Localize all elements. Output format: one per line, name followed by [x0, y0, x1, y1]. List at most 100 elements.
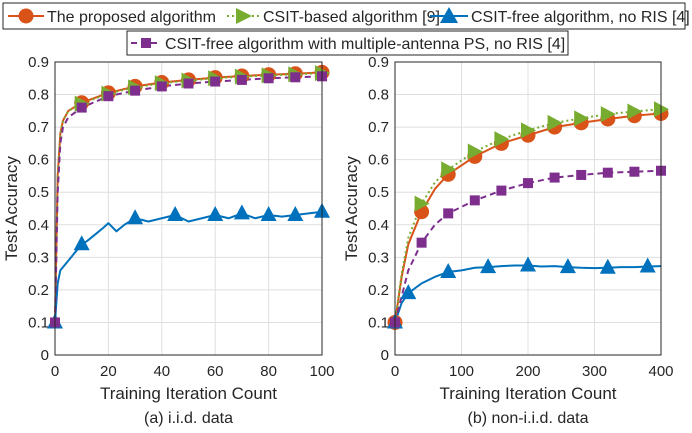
ytick-label-b: 0.9: [368, 54, 389, 71]
ytick-label-b: 0.1: [368, 314, 389, 331]
data-point-csit-based-b: [441, 161, 457, 178]
ytick-label-a: 0.6: [28, 152, 49, 169]
data-point-csit-free-b: [520, 256, 536, 272]
data-point-multi-antenna-b: [469, 195, 480, 206]
panel-caption-a: (a) i.i.d. data: [144, 410, 233, 427]
data-point-csit-based-b: [494, 131, 510, 148]
legend-bottom: CSIT-free algorithm with multiple-antenn…: [126, 30, 569, 56]
ytick-label-b: 0.8: [368, 87, 389, 104]
xtick-label-a: 0: [51, 363, 59, 380]
legend-marker-triangle-right: [236, 8, 252, 24]
xtick-label-b: 200: [515, 363, 540, 380]
ytick-label-a: 0.2: [28, 282, 49, 299]
ytick-label-b: 0.6: [368, 152, 389, 169]
data-point-multi-antenna-a: [76, 102, 87, 113]
data-point-csit-based-b: [574, 110, 590, 127]
ytick-label-b: 0.7: [368, 119, 389, 136]
legend-entry-csit-based: CSIT-based algorithm [9]: [227, 8, 440, 26]
data-point-multi-antenna-a: [183, 78, 194, 89]
chart-panel-b: 0 0.1 0.2 0.3 0.4 0.5 0.6 0.7 0.8 0.9 0 100 200 300 40…: [342, 54, 674, 427]
series-line-csit-free-a: [54, 210, 323, 323]
xtick-label-a: 80: [260, 363, 277, 380]
data-point-csit-free-b: [480, 258, 497, 274]
data-point-multi-antenna-a: [236, 74, 247, 85]
ytick-label-a: 0.1: [28, 314, 49, 331]
xtick-label-b: 400: [648, 363, 673, 380]
ytick-label-a: 0.4: [28, 217, 49, 234]
data-point-csit-based-b: [600, 106, 616, 123]
data-point-csit-free-b: [639, 257, 656, 273]
legend-marker-circle: [18, 8, 34, 24]
data-point-multi-antenna-b: [576, 169, 587, 180]
ytick-label-b: 0.3: [368, 249, 389, 266]
ytick-label-b: 0.4: [368, 217, 389, 234]
data-point-multi-antenna-a: [130, 85, 141, 96]
panel-caption-b: (b) non-i.i.d. data: [468, 410, 589, 427]
xtick-label-a: 40: [153, 363, 170, 380]
legend-label-proposed: The proposed algorithm: [47, 9, 216, 26]
data-point-multi-antenna-b: [549, 172, 560, 183]
data-point-csit-free-a: [233, 204, 250, 220]
xtick-label-b: 100: [449, 363, 474, 380]
legend-marker-triangle-up: [440, 7, 458, 23]
series-line-multi-antenna-a: [54, 75, 323, 323]
xtick-label-b: 0: [391, 363, 399, 380]
ytick-label-a: 0: [41, 347, 49, 364]
data-point-multi-antenna-b: [629, 166, 640, 177]
data-point-multi-antenna-b: [602, 167, 613, 178]
data-point-multi-antenna-a: [210, 76, 221, 87]
xtick-label-b: 300: [582, 363, 607, 380]
chart-panel-a: 0 0.1 0.2 0.3 0.4 0.5 0.6 0.7 0.8 0.9 0 20 40 60 80 100…: [2, 54, 335, 427]
data-point-multi-antenna-a: [290, 72, 301, 83]
data-point-csit-free-a: [207, 206, 224, 222]
data-point-csit-free-b: [559, 258, 576, 274]
plot-area-a: [55, 62, 322, 355]
ytick-label-b: 0: [381, 347, 389, 364]
legend-entry-multi-antenna: CSIT-free algorithm with multiple-antenn…: [131, 36, 565, 53]
data-point-multi-antenna-a: [263, 73, 274, 84]
legend-label-multi-antenna: CSIT-free algorithm with multiple-antenn…: [165, 36, 565, 53]
axes-frame-a: [54, 61, 323, 356]
legend-label-csit-free: CSIT-free algorithm, no RIS [4]: [471, 9, 690, 26]
data-point-csit-free-b: [440, 262, 457, 278]
data-point-multi-antenna-a: [156, 81, 167, 92]
data-point-csit-free-a: [260, 206, 277, 222]
data-point-csit-based-b: [414, 195, 430, 212]
legend-entry-csit-free: CSIT-free algorithm, no RIS [4]: [430, 7, 690, 26]
xtick-label-a: 100: [309, 363, 334, 380]
legend-top-box: [2, 2, 686, 30]
data-point-multi-antenna-b: [496, 185, 507, 196]
x-axis-label-a: Training Iteration Count: [100, 384, 277, 403]
x-axis-label-b: Training Iteration Count: [439, 384, 616, 403]
data-point-multi-antenna-a: [103, 91, 114, 102]
legend-entry-proposed: The proposed algorithm: [8, 8, 216, 26]
ytick-label-a: 0.3: [28, 249, 49, 266]
legend-bottom-box: [126, 30, 569, 56]
legend-marker-square: [141, 38, 151, 48]
data-point-multi-antenna-b: [523, 178, 533, 189]
data-point-csit-free-b: [400, 284, 417, 300]
data-point-csit-based-b: [521, 122, 536, 139]
data-point-csit-free-b: [599, 258, 616, 274]
data-point-multi-antenna-b: [443, 208, 454, 219]
xtick-label-a: 60: [207, 363, 224, 380]
axes-frame-b: [394, 61, 662, 356]
data-point-csit-based-b: [627, 103, 643, 120]
y-axis-label-a: Test Accuracy: [2, 156, 21, 261]
y-axis-label-b: Test Accuracy: [342, 156, 361, 261]
ytick-label-a: 0.5: [28, 184, 49, 201]
data-point-csit-free-a: [127, 209, 144, 225]
ytick-label-a: 0.9: [28, 54, 49, 71]
data-point-csit-based-b: [547, 114, 563, 131]
data-point-csit-free-a: [167, 206, 184, 222]
xtick-label-a: 20: [100, 363, 117, 380]
ytick-label-b: 0.2: [368, 282, 389, 299]
legend-label-csit-based: CSIT-based algorithm [9]: [263, 9, 440, 26]
data-point-csit-free-a: [287, 206, 304, 222]
ytick-label-b: 0.5: [368, 184, 389, 201]
ytick-label-a: 0.8: [28, 87, 49, 104]
data-point-multi-antenna-b: [416, 237, 427, 248]
data-point-csit-based-b: [467, 143, 483, 160]
series-line-csit-based-b: [394, 108, 662, 323]
